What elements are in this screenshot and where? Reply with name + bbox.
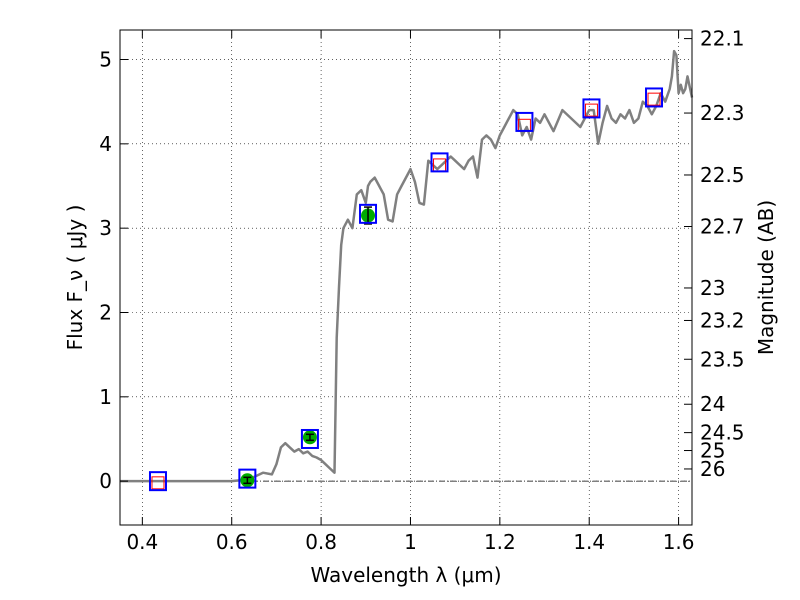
y-tick-label: 2 [99, 300, 112, 324]
x-tick-label: 0.8 [305, 530, 337, 554]
upper-limit-marker [647, 92, 661, 106]
spectrum-line [120, 49, 694, 483]
grid-lines [120, 30, 692, 525]
magnitude-tick-label: 22.7 [700, 214, 745, 238]
plot-frame [119, 29, 693, 526]
x-tick-label: 0.4 [126, 530, 158, 554]
model-photometry-marker [645, 87, 664, 108]
y-tick-label: 5 [99, 48, 112, 72]
model-photometry-marker [582, 98, 601, 119]
magnitude-tick-label: 22.1 [700, 27, 745, 51]
upper-limit-marker [584, 103, 598, 117]
x-axis: 0.4 0.6 0.8 1 1.2 1.4 1.6 [126, 30, 695, 554]
model-photometry-marker [430, 152, 449, 173]
magnitude-tick-label: 22.5 [700, 163, 745, 187]
y-tick-label: 1 [99, 385, 112, 409]
x-tick-label: 1.6 [663, 530, 695, 554]
magnitude-tick-label: 24 [700, 392, 725, 416]
model-photometry-marker [148, 471, 167, 492]
magnitude-tick-label: 24.5 [700, 421, 745, 445]
y-tick-label: 0 [99, 469, 112, 493]
upper-limit-marker [151, 476, 165, 490]
x-axis-title: Wavelength λ (μm) [310, 563, 501, 587]
y-axis-title: Flux F_ν ( μJy ) [63, 205, 87, 351]
magnitude-tick-label: 26 [700, 457, 725, 481]
model-photometry-marker [359, 203, 378, 224]
upper-limit-marker [433, 158, 447, 172]
x-tick-label: 1.2 [484, 530, 516, 554]
x-tick-label: 1.4 [573, 530, 605, 554]
model-photometry-marker [300, 428, 319, 449]
magnitude-tick-label: 23.5 [700, 347, 745, 371]
model-photometry-marker [238, 468, 257, 489]
plot-area [120, 49, 694, 492]
model-photometry-marker [515, 111, 534, 132]
x-tick-label: 1 [404, 530, 417, 554]
magnitude-tick-label: 25 [700, 439, 725, 463]
y-tick-label: 3 [99, 216, 112, 240]
y-tick-label: 4 [99, 132, 112, 156]
magnitude-tick-label: 22.3 [700, 101, 745, 125]
magnitude-tick-label: 23.2 [700, 308, 745, 332]
x-tick-label: 0.6 [216, 530, 248, 554]
magnitude-tick-label: 23 [700, 276, 725, 300]
y-axis: 0 1 2 3 4 5 [99, 48, 128, 493]
magnitude-axis-title: Magnitude (AB) [754, 200, 778, 355]
